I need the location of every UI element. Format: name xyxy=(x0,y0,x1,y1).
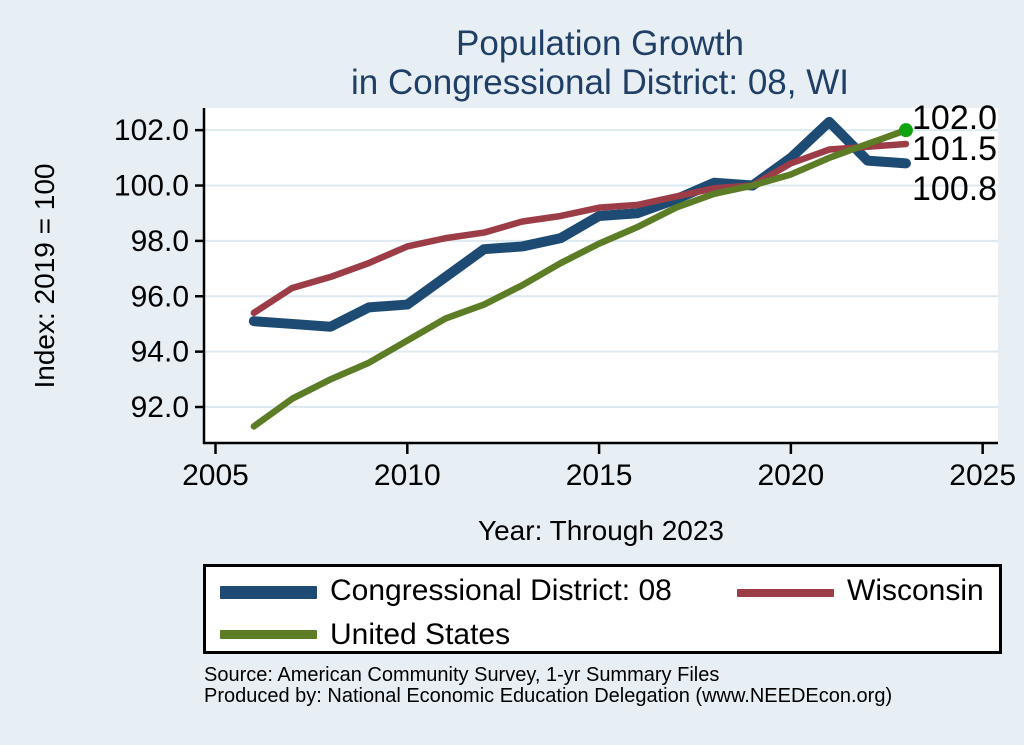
legend-label-congressional-district-08: Congressional District: 08 xyxy=(330,574,672,607)
y-tick-label: 100.0 xyxy=(114,170,189,203)
chart-title-line1: Population Growth xyxy=(456,24,744,63)
source-note: Source: American Community Survey, 1-yr … xyxy=(204,665,892,707)
legend-swatch-congressional-district-08 xyxy=(220,586,317,599)
y-tick-label: 102.0 xyxy=(114,114,189,147)
end-label-united-states: 102.0 xyxy=(912,99,997,137)
chart-title: Population Growth in Congressional Distr… xyxy=(190,24,1010,102)
line-congressional-district-08 xyxy=(248,116,911,332)
y-tick-label: 98.0 xyxy=(131,225,189,258)
line-united-states xyxy=(250,126,910,430)
x-tick-label: 2025 xyxy=(949,459,1016,492)
y-axis-title: Index: 2019 = 100 xyxy=(29,163,60,389)
y-tick-label: 94.0 xyxy=(131,336,189,369)
end-marker-united-states xyxy=(898,123,913,138)
x-tick-label: 2015 xyxy=(566,459,633,492)
y-tick-label: 96.0 xyxy=(131,280,189,313)
legend-label-wisconsin: Wisconsin xyxy=(847,574,984,607)
legend-swatch-united-states xyxy=(220,630,317,639)
line-wisconsin xyxy=(250,140,910,317)
x-tick-label: 2010 xyxy=(374,459,441,492)
end-label-congressional-district-08: 100.8 xyxy=(912,170,997,208)
y-tick-label: 92.0 xyxy=(131,391,189,424)
chart-title-line2: in Congressional District: 08, WI xyxy=(351,63,849,102)
source-note-line1: Source: American Community Survey, 1-yr … xyxy=(204,664,720,686)
x-axis-title: Year: Through 2023 xyxy=(478,515,724,546)
legend: Congressional District: 08 Wisconsin Uni… xyxy=(203,564,1002,654)
end-label-wisconsin: 101.5 xyxy=(912,130,997,168)
x-tick-label: 2005 xyxy=(182,459,249,492)
legend-swatch-wisconsin xyxy=(737,589,834,597)
legend-label-united-states: United States xyxy=(330,618,511,651)
source-note-line2: Produced by: National Economic Education… xyxy=(204,685,893,707)
x-tick-label: 2020 xyxy=(757,459,824,492)
